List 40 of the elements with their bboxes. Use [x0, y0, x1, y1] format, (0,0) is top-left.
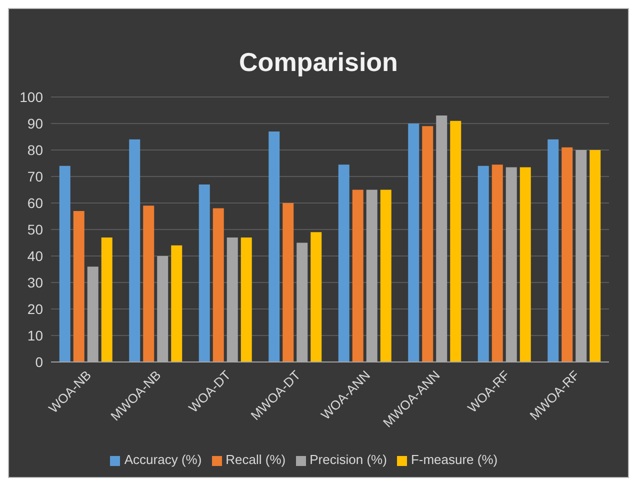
bar: [422, 126, 434, 362]
y-tick-label: 20: [27, 300, 44, 317]
y-tick-label: 0: [35, 354, 44, 370]
bar: [310, 232, 322, 362]
bar: [562, 147, 573, 362]
bar: [590, 150, 601, 362]
y-tick-label: 40: [27, 248, 44, 264]
y-tick-label: 100: [20, 88, 44, 105]
y-tick-label: 90: [27, 115, 44, 132]
bar: [73, 210, 84, 362]
bar: [338, 164, 350, 362]
bar: [198, 184, 210, 362]
bar: [101, 237, 112, 362]
chart-title: Comparision: [238, 46, 399, 79]
bar: [352, 190, 364, 362]
bar: [268, 131, 280, 362]
bar: [171, 245, 182, 362]
y-tick-label: 70: [27, 168, 44, 184]
bar: [380, 190, 392, 362]
legend-label: Accuracy (%): [124, 452, 202, 467]
bar: [478, 166, 489, 362]
bar: [129, 139, 140, 362]
bar: [408, 124, 420, 362]
legend-label: Recall (%): [226, 452, 286, 467]
y-tick-label: 50: [27, 221, 44, 238]
bar: [143, 206, 154, 362]
y-tick-label: 30: [27, 274, 44, 290]
y-tick-label: 80: [27, 142, 44, 158]
bar: [450, 120, 462, 362]
legend-label: F-measure (%): [410, 452, 498, 467]
bar: [59, 166, 70, 362]
bar: [282, 203, 294, 362]
bar: [548, 139, 559, 362]
bar: [492, 164, 503, 362]
legend-label: Precision (%): [310, 452, 387, 467]
y-tick-label: 60: [27, 194, 44, 211]
bar: [520, 167, 531, 362]
y-tick-label: 10: [27, 327, 44, 344]
bar: [212, 208, 224, 362]
bar: [240, 237, 252, 362]
